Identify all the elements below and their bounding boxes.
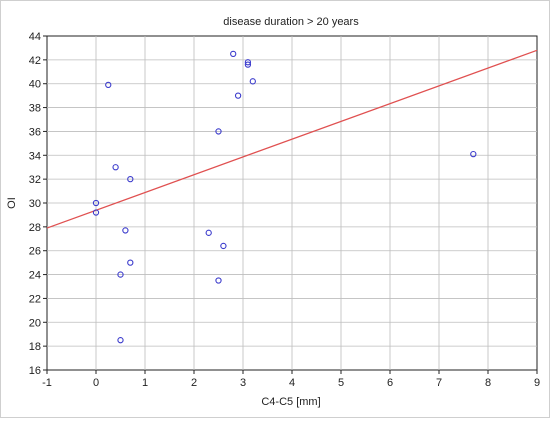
fit-line [46, 49, 538, 229]
y-tick-label: 20 [29, 317, 41, 329]
data-point [220, 242, 227, 250]
x-tick-label: 4 [289, 377, 295, 389]
x-tick-label: 8 [485, 377, 491, 389]
data-points [92, 50, 477, 344]
x-tick-label: 6 [387, 377, 393, 389]
data-point [122, 227, 129, 234]
y-tick-label: 42 [29, 55, 41, 67]
y-tick-label: 34 [29, 150, 41, 162]
x-tick-label: 1 [142, 377, 148, 389]
x-tick-label: -1 [42, 377, 52, 389]
data-point [215, 128, 222, 135]
y-tick-label: 28 [29, 222, 41, 234]
data-point [244, 61, 252, 68]
data-point [117, 271, 124, 278]
data-point [127, 175, 134, 183]
data-point [117, 337, 124, 344]
x-tick-label: 7 [436, 377, 442, 389]
y-tick-label: 40 [29, 79, 41, 91]
x-tick-label: 2 [191, 377, 197, 389]
data-point [230, 50, 237, 58]
grid-lines [47, 36, 537, 370]
data-point [92, 199, 100, 207]
x-tick-label: 9 [534, 377, 540, 389]
fit-line-layer [46, 49, 538, 229]
data-point [234, 92, 242, 99]
y-axis-label: OI [6, 197, 18, 209]
x-tick-label: 5 [338, 377, 344, 389]
y-tick-label: 38 [29, 103, 41, 115]
data-point [215, 277, 222, 284]
data-point [105, 81, 112, 89]
y-tick-label: 22 [29, 293, 41, 305]
chart-title: disease duration > 20 years [223, 16, 359, 28]
data-point [244, 59, 252, 66]
y-tick-label: 44 [29, 31, 41, 43]
y-tick-label: 24 [29, 270, 41, 282]
data-point [112, 164, 119, 171]
axis-ticks: -1 0 1 2 3 4 5 6 7 8 91618202224262830323436384042… [29, 31, 540, 389]
y-tick-label: 30 [29, 198, 41, 210]
x-tick-label: 0 [93, 377, 99, 389]
data-point [92, 209, 100, 216]
y-tick-label: 26 [29, 246, 41, 258]
data-point [127, 259, 134, 266]
x-tick-label: 3 [240, 377, 246, 389]
y-tick-label: 32 [29, 174, 41, 186]
x-axis-label: C4-C5 [mm] [261, 396, 320, 408]
data-point [249, 78, 256, 85]
y-tick-label: 36 [29, 126, 41, 138]
data-point [205, 229, 212, 236]
data-point [470, 150, 477, 158]
y-tick-label: 16 [29, 365, 41, 377]
y-tick-label: 18 [29, 341, 41, 353]
